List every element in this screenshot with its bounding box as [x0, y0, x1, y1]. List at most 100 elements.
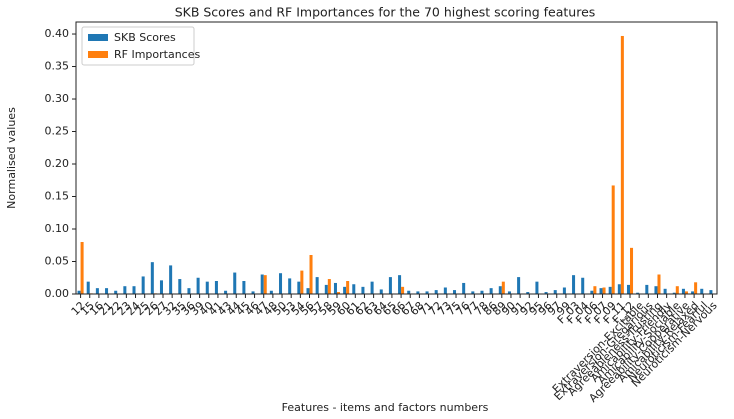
bar	[80, 242, 84, 294]
bar	[269, 290, 273, 294]
legend-swatch	[88, 34, 108, 41]
bar	[370, 281, 374, 294]
bar	[242, 281, 246, 294]
y-tick-label: 0.35	[45, 60, 70, 73]
y-tick-label: 0.15	[45, 190, 70, 203]
bar	[535, 281, 539, 294]
bar	[352, 284, 356, 294]
chart-title: SKB Scores and RF Importances for the 70…	[175, 5, 596, 20]
bar	[617, 284, 621, 294]
bar	[681, 288, 685, 294]
bar	[407, 290, 411, 294]
bar	[169, 265, 173, 294]
bar	[581, 277, 585, 294]
y-tick-label: 0.25	[45, 125, 70, 138]
bar	[123, 286, 127, 294]
bar	[526, 292, 530, 294]
bar	[260, 274, 264, 294]
bar	[507, 291, 511, 294]
bar	[214, 281, 218, 294]
bar	[224, 290, 228, 294]
bar	[657, 274, 661, 294]
legend-box	[81, 26, 195, 66]
bar	[572, 275, 576, 294]
bar	[361, 286, 365, 294]
bar	[602, 287, 606, 294]
y-tick-label: 0.05	[45, 255, 70, 268]
bar	[315, 277, 319, 294]
bar	[205, 281, 209, 294]
bar	[401, 286, 405, 294]
bar	[452, 290, 457, 294]
bar	[425, 291, 429, 294]
y-tick-label: 0.20	[45, 157, 70, 170]
legend-label: SKB Scores	[114, 31, 176, 44]
bar	[630, 247, 634, 294]
bar	[620, 35, 624, 294]
bar	[471, 291, 475, 294]
bar	[590, 290, 594, 294]
bar	[398, 275, 402, 294]
bar	[86, 281, 90, 294]
x-axis-label: Features - items and factors numbers	[282, 401, 489, 414]
bar	[159, 280, 163, 294]
bar	[480, 290, 484, 294]
bar	[691, 291, 695, 294]
bar	[553, 290, 557, 294]
bar	[333, 282, 337, 294]
bar	[346, 281, 350, 294]
bar	[132, 286, 136, 294]
bar	[544, 292, 548, 294]
bar	[233, 272, 237, 294]
bar	[263, 275, 267, 294]
plot-frame	[75, 21, 718, 295]
bar	[288, 278, 292, 294]
y-tick-label: 0.10	[45, 222, 70, 235]
bar	[379, 289, 383, 294]
bar	[593, 286, 597, 294]
bar	[462, 282, 466, 294]
bar	[626, 284, 631, 294]
y-tick-label: 0.00	[45, 287, 70, 300]
bar	[279, 273, 283, 294]
bar	[324, 284, 328, 294]
bar	[251, 291, 255, 294]
bar	[443, 287, 447, 294]
bar	[709, 290, 713, 294]
bar	[388, 277, 392, 294]
bar	[309, 255, 313, 294]
bar	[306, 288, 310, 294]
bar	[562, 287, 566, 294]
bar	[611, 185, 615, 294]
bar	[700, 288, 704, 294]
legend-label: RF Importances	[114, 48, 201, 61]
bar	[501, 281, 505, 294]
bar	[343, 286, 347, 294]
bar	[489, 288, 493, 294]
bar	[327, 279, 331, 294]
bar	[663, 288, 667, 294]
bar	[300, 270, 304, 294]
bar	[608, 286, 612, 294]
bar	[336, 292, 341, 294]
bar	[187, 288, 191, 294]
bar	[77, 290, 81, 294]
bar	[636, 292, 640, 294]
bar	[150, 262, 154, 294]
bar	[498, 286, 502, 294]
bar	[645, 284, 649, 294]
bar	[416, 291, 420, 294]
bar	[178, 279, 182, 294]
bar	[297, 281, 301, 294]
bar	[675, 286, 679, 294]
y-axis-label: Normalised values	[5, 107, 18, 209]
legend-swatch	[88, 51, 108, 58]
bar	[654, 286, 658, 294]
bar	[196, 277, 200, 294]
bar	[672, 292, 676, 294]
bar	[517, 277, 521, 294]
y-tick-label: 0.40	[45, 27, 70, 40]
y-tick-label: 0.30	[45, 92, 70, 105]
bar	[114, 290, 118, 294]
